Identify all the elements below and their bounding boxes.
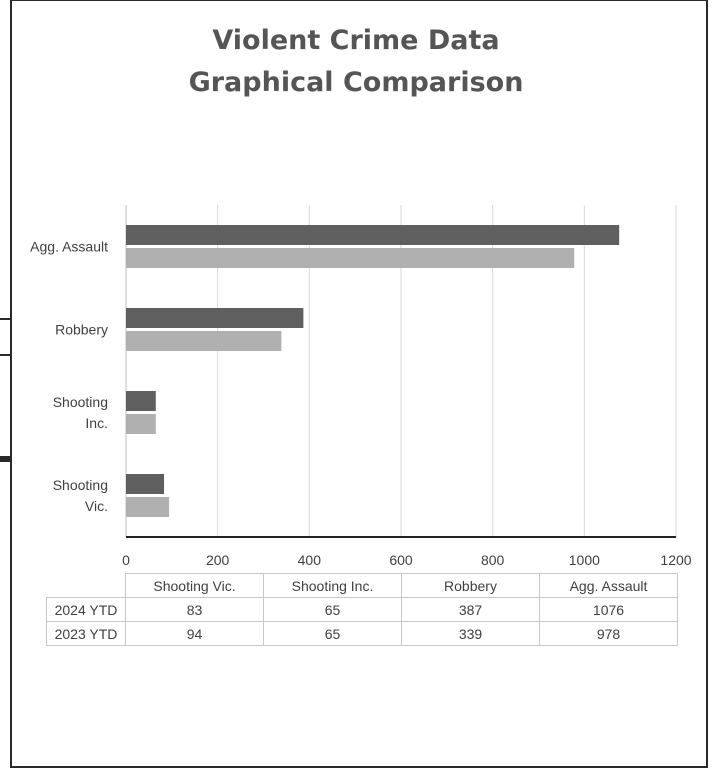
table-cell: 387 (401, 597, 540, 622)
bar (126, 391, 156, 411)
bar-chart: 0 200 400 600 800 1000 1200 Agg. Assault Robbery… (30, 205, 692, 568)
x-tick-label: 600 (389, 552, 413, 568)
table-cell: 339 (401, 621, 540, 646)
category-label: Shooting (53, 477, 108, 493)
table-row: 2024 YTD 83 65 387 1076 (46, 597, 678, 622)
table-cell: 65 (263, 597, 402, 622)
left-edge-mark (0, 456, 10, 462)
page-frame (10, 0, 708, 768)
table-row-label: 2024 YTD (46, 597, 126, 622)
x-tick-label: 0 (122, 552, 130, 568)
x-tick-label: 800 (481, 552, 505, 568)
table-row-label: 2023 YTD (46, 621, 126, 646)
x-tick-label: 200 (206, 552, 230, 568)
category-label: Vic. (85, 498, 108, 514)
table-cell: 94 (125, 621, 264, 646)
left-edge-mark (0, 354, 10, 356)
table-cell: 978 (539, 621, 678, 646)
table-header: Shooting Vic. (125, 573, 264, 598)
table-header: Shooting Inc. (263, 573, 402, 598)
left-edge-mark (0, 318, 10, 320)
bar (126, 225, 620, 245)
table-header-row: Shooting Vic. Shooting Inc. Robbery Agg.… (46, 573, 678, 598)
bar (126, 248, 575, 268)
bar (126, 331, 282, 351)
table-cell: 83 (125, 597, 264, 622)
x-tick-label: 400 (298, 552, 322, 568)
table-corner (46, 573, 126, 598)
category-label: Agg. Assault (30, 239, 108, 255)
chart-title-line-2: Graphical Comparison (188, 67, 524, 98)
table-header: Robbery (401, 573, 540, 598)
bar (126, 308, 304, 328)
chart-title: Violent Crime Data Graphical Comparison (0, 20, 712, 104)
table-header: Agg. Assault (539, 573, 678, 598)
category-label: Inc. (85, 415, 108, 431)
table-cell: 1076 (539, 597, 678, 622)
category-label: Shooting (53, 394, 108, 410)
table-cell: 65 (263, 621, 402, 646)
bar (126, 497, 170, 517)
category-label: Robbery (55, 322, 108, 338)
x-tick-label: 1000 (569, 552, 600, 568)
chart-title-line-1: Violent Crime Data (212, 25, 500, 56)
table-row: 2023 YTD 94 65 339 978 (46, 621, 678, 646)
x-tick-label: 1200 (660, 552, 691, 568)
data-table: Shooting Vic. Shooting Inc. Robbery Agg.… (46, 573, 678, 646)
bar (126, 414, 156, 434)
bar (126, 474, 165, 494)
